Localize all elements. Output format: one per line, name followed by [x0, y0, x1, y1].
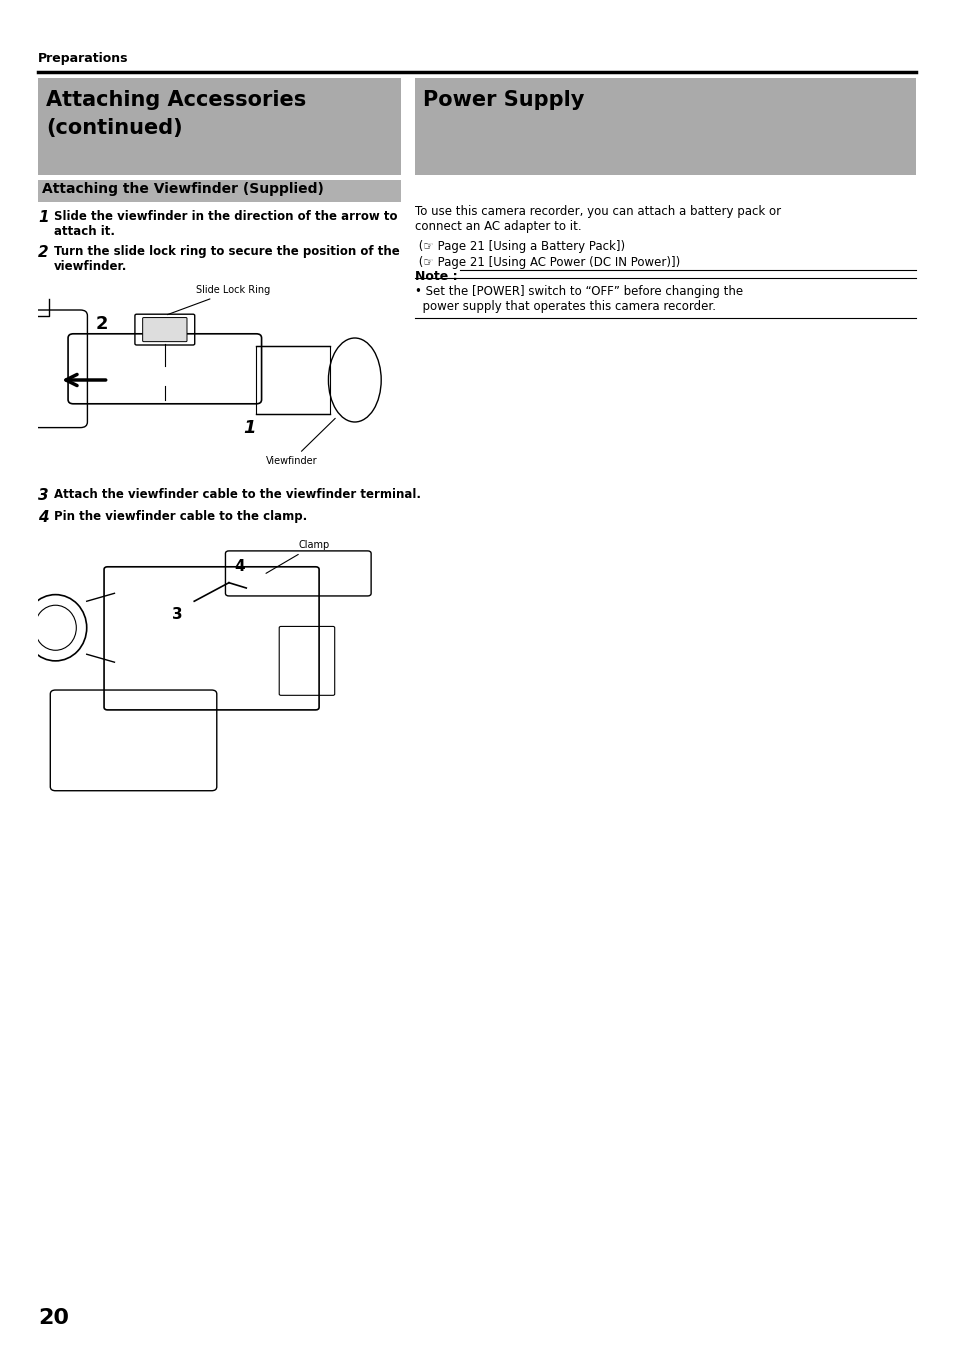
Text: Attaching Accessories: Attaching Accessories	[46, 90, 306, 109]
Text: (☞ Page 21 [Using a Battery Pack]): (☞ Page 21 [Using a Battery Pack])	[415, 240, 624, 252]
Text: Slide the viewfinder in the direction of the arrow to
attach it.: Slide the viewfinder in the direction of…	[54, 211, 397, 238]
Text: 1: 1	[243, 418, 255, 436]
Text: Slide Lock Ring: Slide Lock Ring	[168, 285, 271, 315]
Text: Preparations: Preparations	[38, 53, 129, 65]
Text: Turn the slide lock ring to secure the position of the
viewfinder.: Turn the slide lock ring to secure the p…	[54, 244, 399, 273]
Text: 3: 3	[172, 608, 182, 622]
Text: Note :: Note :	[415, 270, 457, 284]
Text: 4: 4	[38, 510, 49, 525]
Text: 3: 3	[38, 487, 49, 504]
Text: To use this camera recorder, you can attach a battery pack or
connect an AC adap: To use this camera recorder, you can att…	[415, 205, 781, 234]
Bar	[415, 78, 915, 176]
Text: Viewfinder: Viewfinder	[265, 418, 335, 466]
Text: 2: 2	[95, 315, 108, 333]
Text: Attaching the Viewfinder (Supplied): Attaching the Viewfinder (Supplied)	[42, 182, 324, 196]
Text: Pin the viewfinder cable to the clamp.: Pin the viewfinder cable to the clamp.	[54, 510, 307, 522]
FancyBboxPatch shape	[143, 317, 187, 342]
Text: Power Supply: Power Supply	[422, 90, 584, 109]
Text: 2: 2	[38, 244, 49, 261]
Text: 4: 4	[233, 559, 244, 574]
Bar	[38, 180, 400, 202]
Text: Attach the viewfinder cable to the viewfinder terminal.: Attach the viewfinder cable to the viewf…	[54, 487, 420, 501]
Text: • Set the [POWER] switch to “OFF” before changing the
  power supply that operat: • Set the [POWER] switch to “OFF” before…	[415, 285, 742, 313]
Text: 1: 1	[38, 211, 49, 225]
Text: (continued): (continued)	[46, 117, 183, 138]
Text: 20: 20	[38, 1308, 69, 1328]
Bar	[38, 78, 400, 176]
Text: (☞ Page 21 [Using AC Power (DC IN Power)]): (☞ Page 21 [Using AC Power (DC IN Power)…	[415, 256, 679, 269]
Text: Clamp: Clamp	[266, 540, 329, 574]
